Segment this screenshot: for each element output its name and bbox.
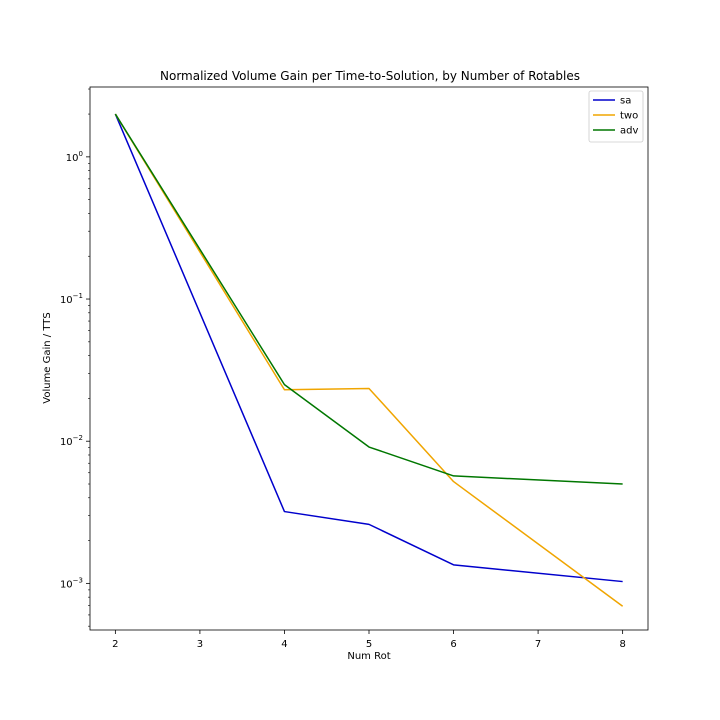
x-tick-label: 2 bbox=[112, 639, 118, 650]
legend-label-adv: adv bbox=[620, 126, 638, 137]
x-tick-label: 5 bbox=[366, 639, 372, 650]
y-tick-label: 100 bbox=[66, 150, 83, 164]
y-tick-label: 10−2 bbox=[60, 434, 83, 448]
axes-frame bbox=[89, 86, 649, 631]
legend-label-two: two bbox=[620, 111, 638, 122]
series-line-adv bbox=[114, 113, 623, 485]
x-axis-label: Num Rot bbox=[347, 651, 390, 662]
y-axis-label: Volume Gain / TTS bbox=[42, 312, 53, 403]
legend-label-sa: sa bbox=[620, 96, 631, 107]
y-axis: 100 10−1 10−2 10−3 bbox=[60, 88, 90, 627]
x-tick-label: 4 bbox=[281, 639, 287, 650]
plot-area bbox=[114, 113, 624, 607]
y-tick-label: 10−3 bbox=[60, 576, 83, 590]
x-tick-label: 6 bbox=[450, 639, 456, 650]
x-tick-label: 3 bbox=[197, 639, 203, 650]
series-line-sa bbox=[114, 113, 623, 583]
chart-title: Normalized Volume Gain per Time-to-Solut… bbox=[160, 69, 580, 83]
y-tick-label: 10−1 bbox=[60, 292, 83, 306]
series-line-two bbox=[114, 113, 624, 607]
legend: sa two adv bbox=[588, 90, 644, 143]
x-tick-label: 7 bbox=[535, 639, 541, 650]
x-tick-label: 8 bbox=[619, 639, 625, 650]
x-axis: 2 3 4 5 6 7 8 bbox=[112, 630, 626, 650]
